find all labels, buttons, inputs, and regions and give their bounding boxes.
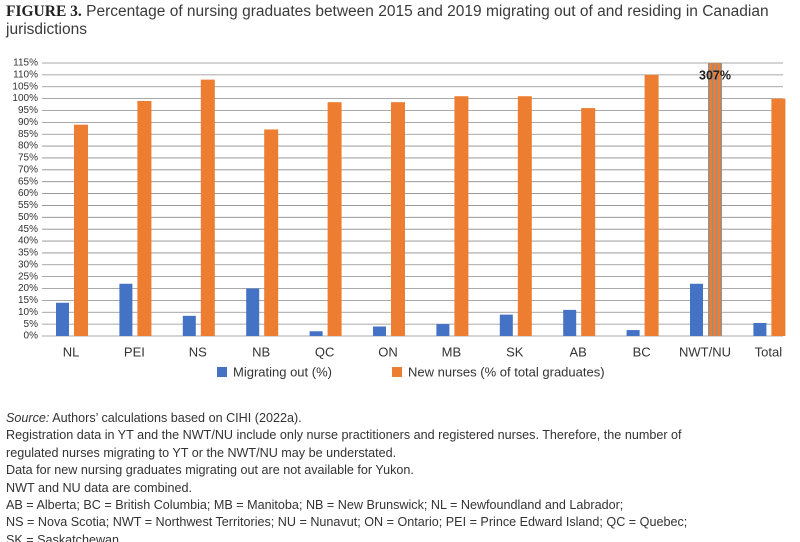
title-text: Percentage of nursing graduates between … [6,3,769,38]
note-line: Data for new nursing graduates migrating… [6,463,414,478]
bar [264,129,279,336]
note-line: Registration data in YT and the NWT/NU i… [6,428,682,443]
y-tick-label: 5% [24,319,39,330]
bar [771,98,786,336]
bar [644,74,659,336]
data-label: 307% [699,68,731,82]
bar [391,102,405,337]
y-tick-label: 45% [18,224,38,235]
y-tick-label: 90% [18,117,38,128]
figure-title: FIGURE 3. Percentage of nursing graduate… [6,3,796,39]
y-tick-label: 40% [18,236,38,247]
y-tick-label: 95% [18,105,38,116]
y-tick-label: 10% [18,307,38,318]
y-tick-label: 15% [18,295,38,306]
x-tick-label: NWT/NU [679,344,731,359]
y-tick-label: 55% [18,200,38,211]
y-tick-label: 75% [18,153,38,164]
y-tick-label: 85% [18,129,38,140]
y-tick-label: 30% [18,259,38,270]
bar [137,100,152,336]
bar [517,96,532,336]
chart: 0%5%10%15%20%25%30%35%40%45%50%55%60%65%… [12,58,786,379]
bar [436,324,450,336]
bar [753,322,767,336]
bar [119,283,133,336]
plot-area [56,63,786,337]
bar [581,108,596,337]
bar [454,96,469,336]
x-tick-label: AB [570,344,587,359]
source-note: Source: Authors’ calculations based on C… [6,410,798,427]
x-tick-label: BC [633,344,651,359]
bar [246,288,260,336]
y-tick-label: 20% [18,283,38,294]
bar [690,283,703,336]
y-tick-label: 100% [12,93,38,104]
bar [626,330,640,336]
bar [182,315,196,336]
note-line: regulated nurses migrating to YT or the … [6,445,397,460]
x-tick-label: PEI [124,344,145,359]
notes: Source: Authors’ calculations based on C… [6,410,798,542]
y-tick-label: 110% [13,70,38,81]
x-tick-label: NS [189,344,207,359]
source-label: Source: [6,411,50,425]
source-text: Authors’ calculations based on CIHI (202… [52,411,302,425]
x-tick-label: NL [63,344,80,359]
x-tick-label: QC [315,344,335,359]
x-tick-label: Total [755,344,783,359]
bar [200,79,215,336]
x-tick-label: SK [506,344,524,359]
note-line: NWT and NU data are combined. [6,480,192,495]
y-tick-label: 35% [18,248,38,259]
legend-label: Migrating out (%) [233,364,332,379]
bar [74,124,88,336]
bar [499,314,513,336]
legend-swatch [392,367,402,377]
legend-label: New nurses (% of total graduates) [408,364,605,379]
x-tick-label: MB [442,344,462,359]
y-tick-label: 105% [12,81,38,92]
bar [373,326,386,336]
y-tick-label: 25% [18,271,38,282]
bar [327,102,342,337]
bar [56,302,69,336]
bar [708,63,722,337]
y-tick-label: 65% [18,176,38,187]
bar [563,309,577,336]
y-tick-label: 60% [18,188,38,199]
y-tick-label: 80% [18,141,38,152]
bar [309,331,323,336]
y-tick-label: 0% [24,331,39,342]
x-tick-label: NB [252,344,270,359]
y-tick-label: 115% [13,58,38,69]
note-line: SK = Saskatchewan. [6,532,123,542]
note-line: AB = Alberta; BC = British Columbia; MB … [6,498,624,513]
figure-label: FIGURE 3. [6,3,82,20]
x-tick-label: ON [378,344,398,359]
note-line: NS = Nova Scotia; NWT = Northwest Territ… [6,515,688,530]
y-tick-label: 50% [18,212,38,223]
y-tick-label: 70% [18,164,38,175]
legend-swatch [217,367,227,377]
